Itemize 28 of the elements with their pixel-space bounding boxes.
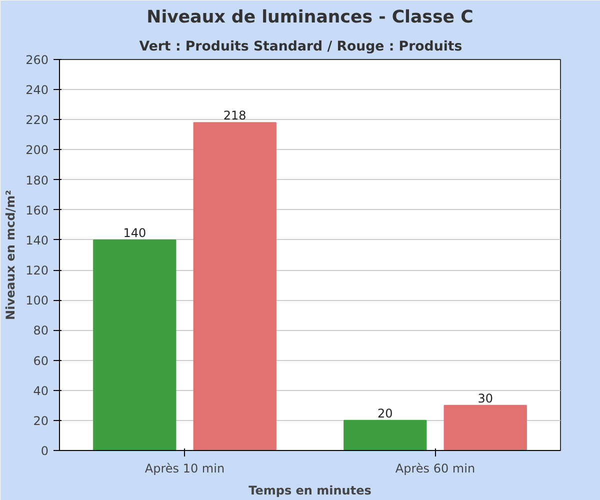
x-axis-title: Temps en minutes [248,484,372,498]
y-tick-label: 20 [33,414,49,428]
data-label: 140 [123,226,146,240]
data-label: 20 [378,406,393,420]
y-axis-title: Niveaux en mcd/m² [4,190,18,320]
data-label: 30 [478,391,493,406]
x-tick-label: Après 10 min [144,462,225,476]
y-tick-label: 200 [26,143,48,158]
bar [93,239,176,450]
y-tick-label: 40 [33,384,49,398]
y-tick-label: 160 [26,203,48,218]
chart-title: Niveaux de luminances - Classe C [146,8,474,28]
y-tick-label: 120 [26,264,48,278]
x-tick-label: Après 60 min [395,462,476,476]
y-tick-label: 240 [26,83,48,98]
data-label: 218 [223,108,246,123]
bar [193,122,276,450]
y-tick-label: 140 [26,233,48,248]
bar [444,404,527,450]
y-tick-label: 60 [33,354,49,368]
chart-subtitle: Vert : Produits Standard / Rouge : Produits [139,40,462,54]
bar [344,420,427,450]
y-tick-label: 80 [33,324,49,338]
y-tick-label: 220 [26,113,48,128]
y-tick-label: 0 [40,444,49,458]
y-tick-label: 100 [26,294,48,308]
y-tick-label: 260 [26,53,48,67]
y-tick-label: 180 [26,173,48,188]
